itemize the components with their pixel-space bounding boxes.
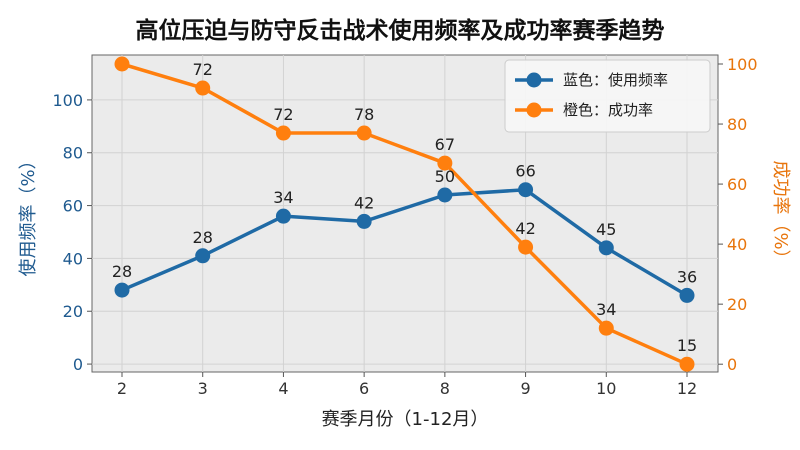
- legend-marker-1: [526, 72, 542, 88]
- data-label-2: 67: [435, 135, 455, 154]
- data-point-2: [598, 320, 614, 336]
- y-right-tick-label: 40: [727, 235, 747, 254]
- data-label-1: 34: [273, 188, 293, 207]
- data-point-2: [679, 356, 695, 372]
- data-point-1: [437, 187, 453, 203]
- data-point-1: [679, 287, 695, 303]
- legend-box: [504, 59, 711, 133]
- data-point-1: [195, 248, 211, 264]
- data-label-1: 50: [435, 167, 455, 186]
- data-point-1: [356, 213, 372, 229]
- y-left-tick-label: 60: [63, 197, 83, 216]
- data-point-2: [356, 125, 372, 141]
- x-tick-label: 9: [520, 379, 530, 398]
- data-point-1: [275, 208, 291, 224]
- data-point-2: [114, 56, 130, 72]
- x-tick-label: 2: [117, 379, 127, 398]
- series-line-2: [120, 62, 689, 366]
- series-line-1: [120, 187, 689, 298]
- data-label-1: 36: [677, 267, 697, 286]
- y-right-tick-label: 20: [727, 295, 747, 314]
- y-axis-label-right: 成功率（%）: [770, 160, 791, 267]
- legend-label-1: 蓝色：使用频率: [563, 71, 668, 89]
- y-right-tick-label: 100: [727, 55, 758, 74]
- data-point-2: [437, 155, 453, 171]
- data-point-2: [275, 125, 291, 141]
- x-axis-label: 赛季月份（1-12月）: [322, 409, 489, 430]
- data-label-1: 45: [596, 220, 616, 239]
- x-tick-label: 4: [278, 379, 288, 398]
- data-point-1: [114, 282, 130, 298]
- x-tick-label: 8: [440, 379, 450, 398]
- data-label-2: 34: [596, 300, 616, 319]
- data-label-1: 28: [193, 228, 213, 247]
- data-point-2: [518, 239, 534, 255]
- legend-label-2: 橙色：成功率: [563, 101, 653, 119]
- data-label-1: 42: [354, 193, 374, 212]
- x-tick-label: 3: [198, 379, 208, 398]
- y-left-tick-label: 100: [52, 91, 83, 110]
- data-label-1: 28: [112, 262, 132, 281]
- data-point-1: [598, 240, 614, 256]
- y-left-tick-label: 40: [63, 249, 83, 268]
- y-left-tick-label: 80: [63, 144, 83, 163]
- data-label-2: 42: [515, 219, 535, 238]
- y-right-tick-label: 60: [727, 175, 747, 194]
- data-label-2: 15: [677, 336, 697, 355]
- data-label-2: 72: [193, 60, 213, 79]
- legend-marker-2: [526, 102, 542, 118]
- x-tick-label: 12: [677, 379, 697, 398]
- data-label-2: 78: [354, 105, 374, 124]
- data-label-1: 66: [515, 162, 535, 181]
- y-right-tick-label: 0: [727, 355, 737, 374]
- data-label-2: 72: [273, 105, 293, 124]
- y-right-tick-label: 80: [727, 115, 747, 134]
- data-point-1: [518, 182, 534, 198]
- data-point-2: [195, 80, 211, 96]
- y-left-tick-label: 0: [73, 355, 83, 374]
- chart-title: 高位压迫与防守反击战术使用频率及成功率赛季趋势: [136, 17, 665, 44]
- x-tick-label: 10: [596, 379, 616, 398]
- y-left-tick-label: 20: [63, 302, 83, 321]
- x-tick-label: 6: [359, 379, 369, 398]
- y-axis-label-left: 使用频率（%）: [18, 151, 39, 276]
